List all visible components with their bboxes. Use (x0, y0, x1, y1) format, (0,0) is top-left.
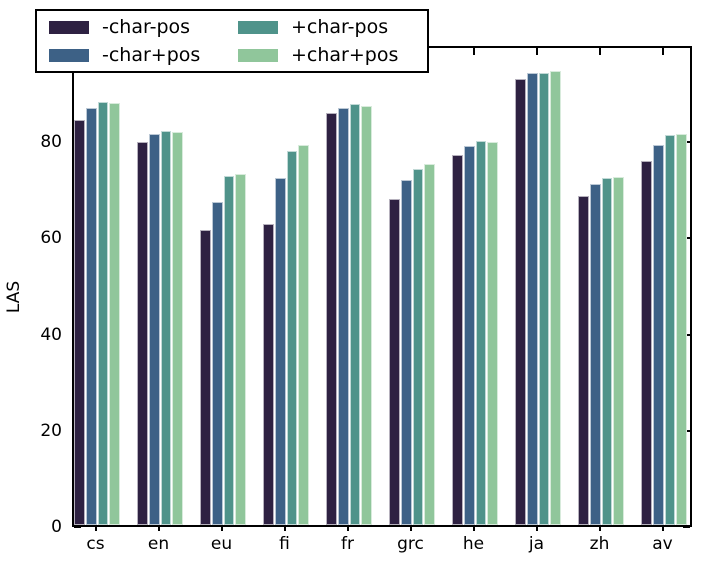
bar-eu-+char-pos (223, 176, 235, 525)
bar-fi-+char-pos (286, 150, 298, 525)
bar-ja-+char-pos (538, 72, 550, 525)
x-tick-bottom (94, 527, 97, 531)
x-tick-bottom (472, 527, 475, 531)
legend-label: +char-pos (291, 16, 389, 38)
bar-grc-+char-pos (412, 169, 424, 525)
plot-area (72, 46, 692, 528)
bar-he--char+pos (463, 145, 475, 525)
y-tick-label: 0 (51, 517, 62, 537)
x-tick-bottom (535, 527, 538, 531)
legend-swatch (238, 20, 278, 34)
y-tick-label: 60 (40, 228, 62, 249)
bar-av-+char-pos (664, 135, 676, 525)
bar-cs--char-pos (74, 120, 85, 525)
bar-cs-+char-pos (97, 101, 109, 525)
legend-swatch (49, 20, 89, 34)
x-tick-top (661, 48, 664, 55)
legend-item: -char+pos (43, 44, 232, 66)
x-tick-label: ja (528, 534, 545, 554)
x-tick-label: grc (397, 534, 424, 554)
bar-cs--char+pos (85, 107, 97, 525)
bar-cs-+char+pos (109, 103, 121, 525)
x-tick-bottom (598, 527, 601, 531)
bar-av--char-pos (641, 161, 652, 525)
bar-zh--char-pos (578, 195, 589, 525)
bar-fi--char-pos (263, 224, 274, 525)
bar-eu--char-pos (200, 229, 211, 525)
y-tick-left (74, 526, 81, 528)
x-tick-label: fr (341, 534, 354, 554)
bar-fr--char+pos (337, 107, 349, 525)
x-tick-bottom (220, 527, 223, 531)
bar-en-+char-pos (160, 130, 172, 525)
legend-swatch (238, 48, 278, 62)
legend-item: +char+pos (232, 44, 421, 66)
bar-eu--char+pos (211, 202, 223, 525)
legend-swatch (49, 48, 89, 62)
bar-en--char+pos (148, 133, 160, 525)
y-tick-label: 20 (40, 420, 62, 441)
legend-item: -char-pos (43, 16, 232, 38)
bar-he--char-pos (452, 154, 463, 525)
y-tick-label: 40 (40, 324, 62, 345)
bar-ja-+char+pos (550, 71, 562, 525)
y-tick-label: 80 (40, 132, 62, 153)
x-tick-label: zh (589, 534, 610, 554)
legend-item: +char-pos (232, 16, 421, 38)
y-tick-right (683, 526, 690, 528)
x-tick-bottom (283, 527, 286, 531)
x-tick-label: en (147, 534, 170, 554)
x-tick-label: eu (210, 534, 233, 554)
bar-en--char-pos (137, 142, 148, 525)
x-tick-bottom (346, 527, 349, 531)
bar-zh--char+pos (589, 183, 601, 525)
bar-fr-+char-pos (349, 104, 361, 525)
bar-av--char+pos (652, 145, 664, 525)
x-tick-label: av (652, 534, 673, 554)
legend: -char-pos -char+pos +char-pos +char+pos (35, 9, 429, 73)
x-tick-label: cs (86, 534, 105, 554)
legend-label: -char-pos (102, 16, 191, 38)
bar-eu-+char+pos (235, 174, 247, 525)
bar-fi--char+pos (274, 178, 286, 525)
bar-grc--char-pos (389, 198, 400, 525)
bar-he-+char-pos (475, 141, 487, 525)
x-tick-bottom (409, 527, 412, 531)
bar-fr-+char+pos (361, 105, 373, 525)
bar-ja--char+pos (526, 72, 538, 525)
bar-zh-+char-pos (601, 177, 613, 525)
x-tick-label: he (462, 534, 485, 554)
x-tick-top (472, 48, 475, 55)
bar-ja--char-pos (515, 78, 526, 525)
legend-label: -char+pos (102, 44, 201, 66)
bar-fr--char-pos (326, 113, 337, 525)
legend-label: +char+pos (291, 44, 399, 66)
x-tick-top (598, 48, 601, 55)
x-tick-bottom (157, 527, 160, 531)
bar-zh-+char+pos (613, 176, 625, 525)
bar-grc--char+pos (400, 179, 412, 525)
x-tick-bottom (661, 527, 664, 531)
bar-he-+char+pos (487, 141, 499, 525)
bar-grc-+char+pos (424, 163, 436, 525)
x-tick-top (535, 48, 538, 55)
bar-fi-+char+pos (298, 145, 310, 525)
x-tick-label: fi (279, 534, 290, 554)
bar-av-+char+pos (676, 133, 688, 525)
bar-en-+char+pos (172, 132, 184, 525)
